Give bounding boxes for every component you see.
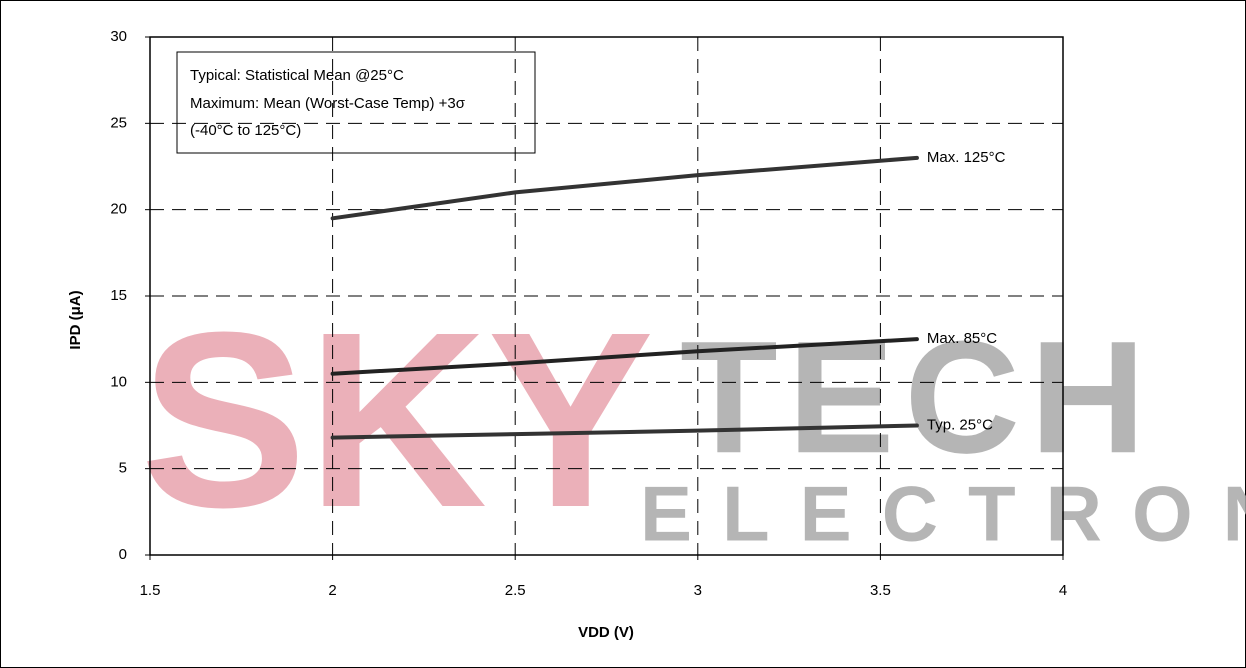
y-tick-label: 15: [110, 287, 127, 304]
x-tick-label: 2: [328, 582, 336, 599]
y-tick-label: 5: [119, 460, 127, 477]
series-line: [330, 423, 919, 440]
y-tick-label: 10: [110, 373, 127, 390]
annotation: Typical: Statistical Mean @25°C: [190, 67, 404, 84]
x-tick-label: 1.5: [140, 582, 161, 599]
x-tick-label: 4: [1059, 582, 1067, 599]
annotation: Maximum: Mean (Worst-Case Temp) +3σ: [190, 95, 466, 112]
series-label: Max. 125°C: [927, 149, 1006, 166]
series-label: Typ. 25°C: [927, 416, 993, 433]
x-tick-label: 2.5: [505, 582, 526, 599]
x-tick-label: 3.5: [870, 582, 891, 599]
x-tick-label: 3: [694, 582, 702, 599]
y-tick-label: 20: [110, 201, 127, 218]
annotation: (-40°C to 125°C): [190, 122, 301, 139]
watermark: SKYTECHELECTRONIC: [140, 280, 1246, 559]
y-tick-label: 25: [110, 114, 127, 131]
annotation-box: [176, 51, 536, 154]
series-line: [330, 155, 919, 221]
y-axis-label: IPD (μA): [67, 290, 84, 349]
watermark-text: TECH: [680, 307, 1156, 486]
series-line: [330, 337, 919, 376]
series-label: Max. 85°C: [927, 330, 997, 347]
y-tick-label: 30: [110, 28, 127, 45]
watermark-text: SKY: [140, 280, 654, 559]
watermark-text: ELECTRONIC: [640, 470, 1246, 558]
x-axis-label: VDD (V): [578, 624, 634, 641]
y-tick-label: 0: [119, 546, 127, 563]
